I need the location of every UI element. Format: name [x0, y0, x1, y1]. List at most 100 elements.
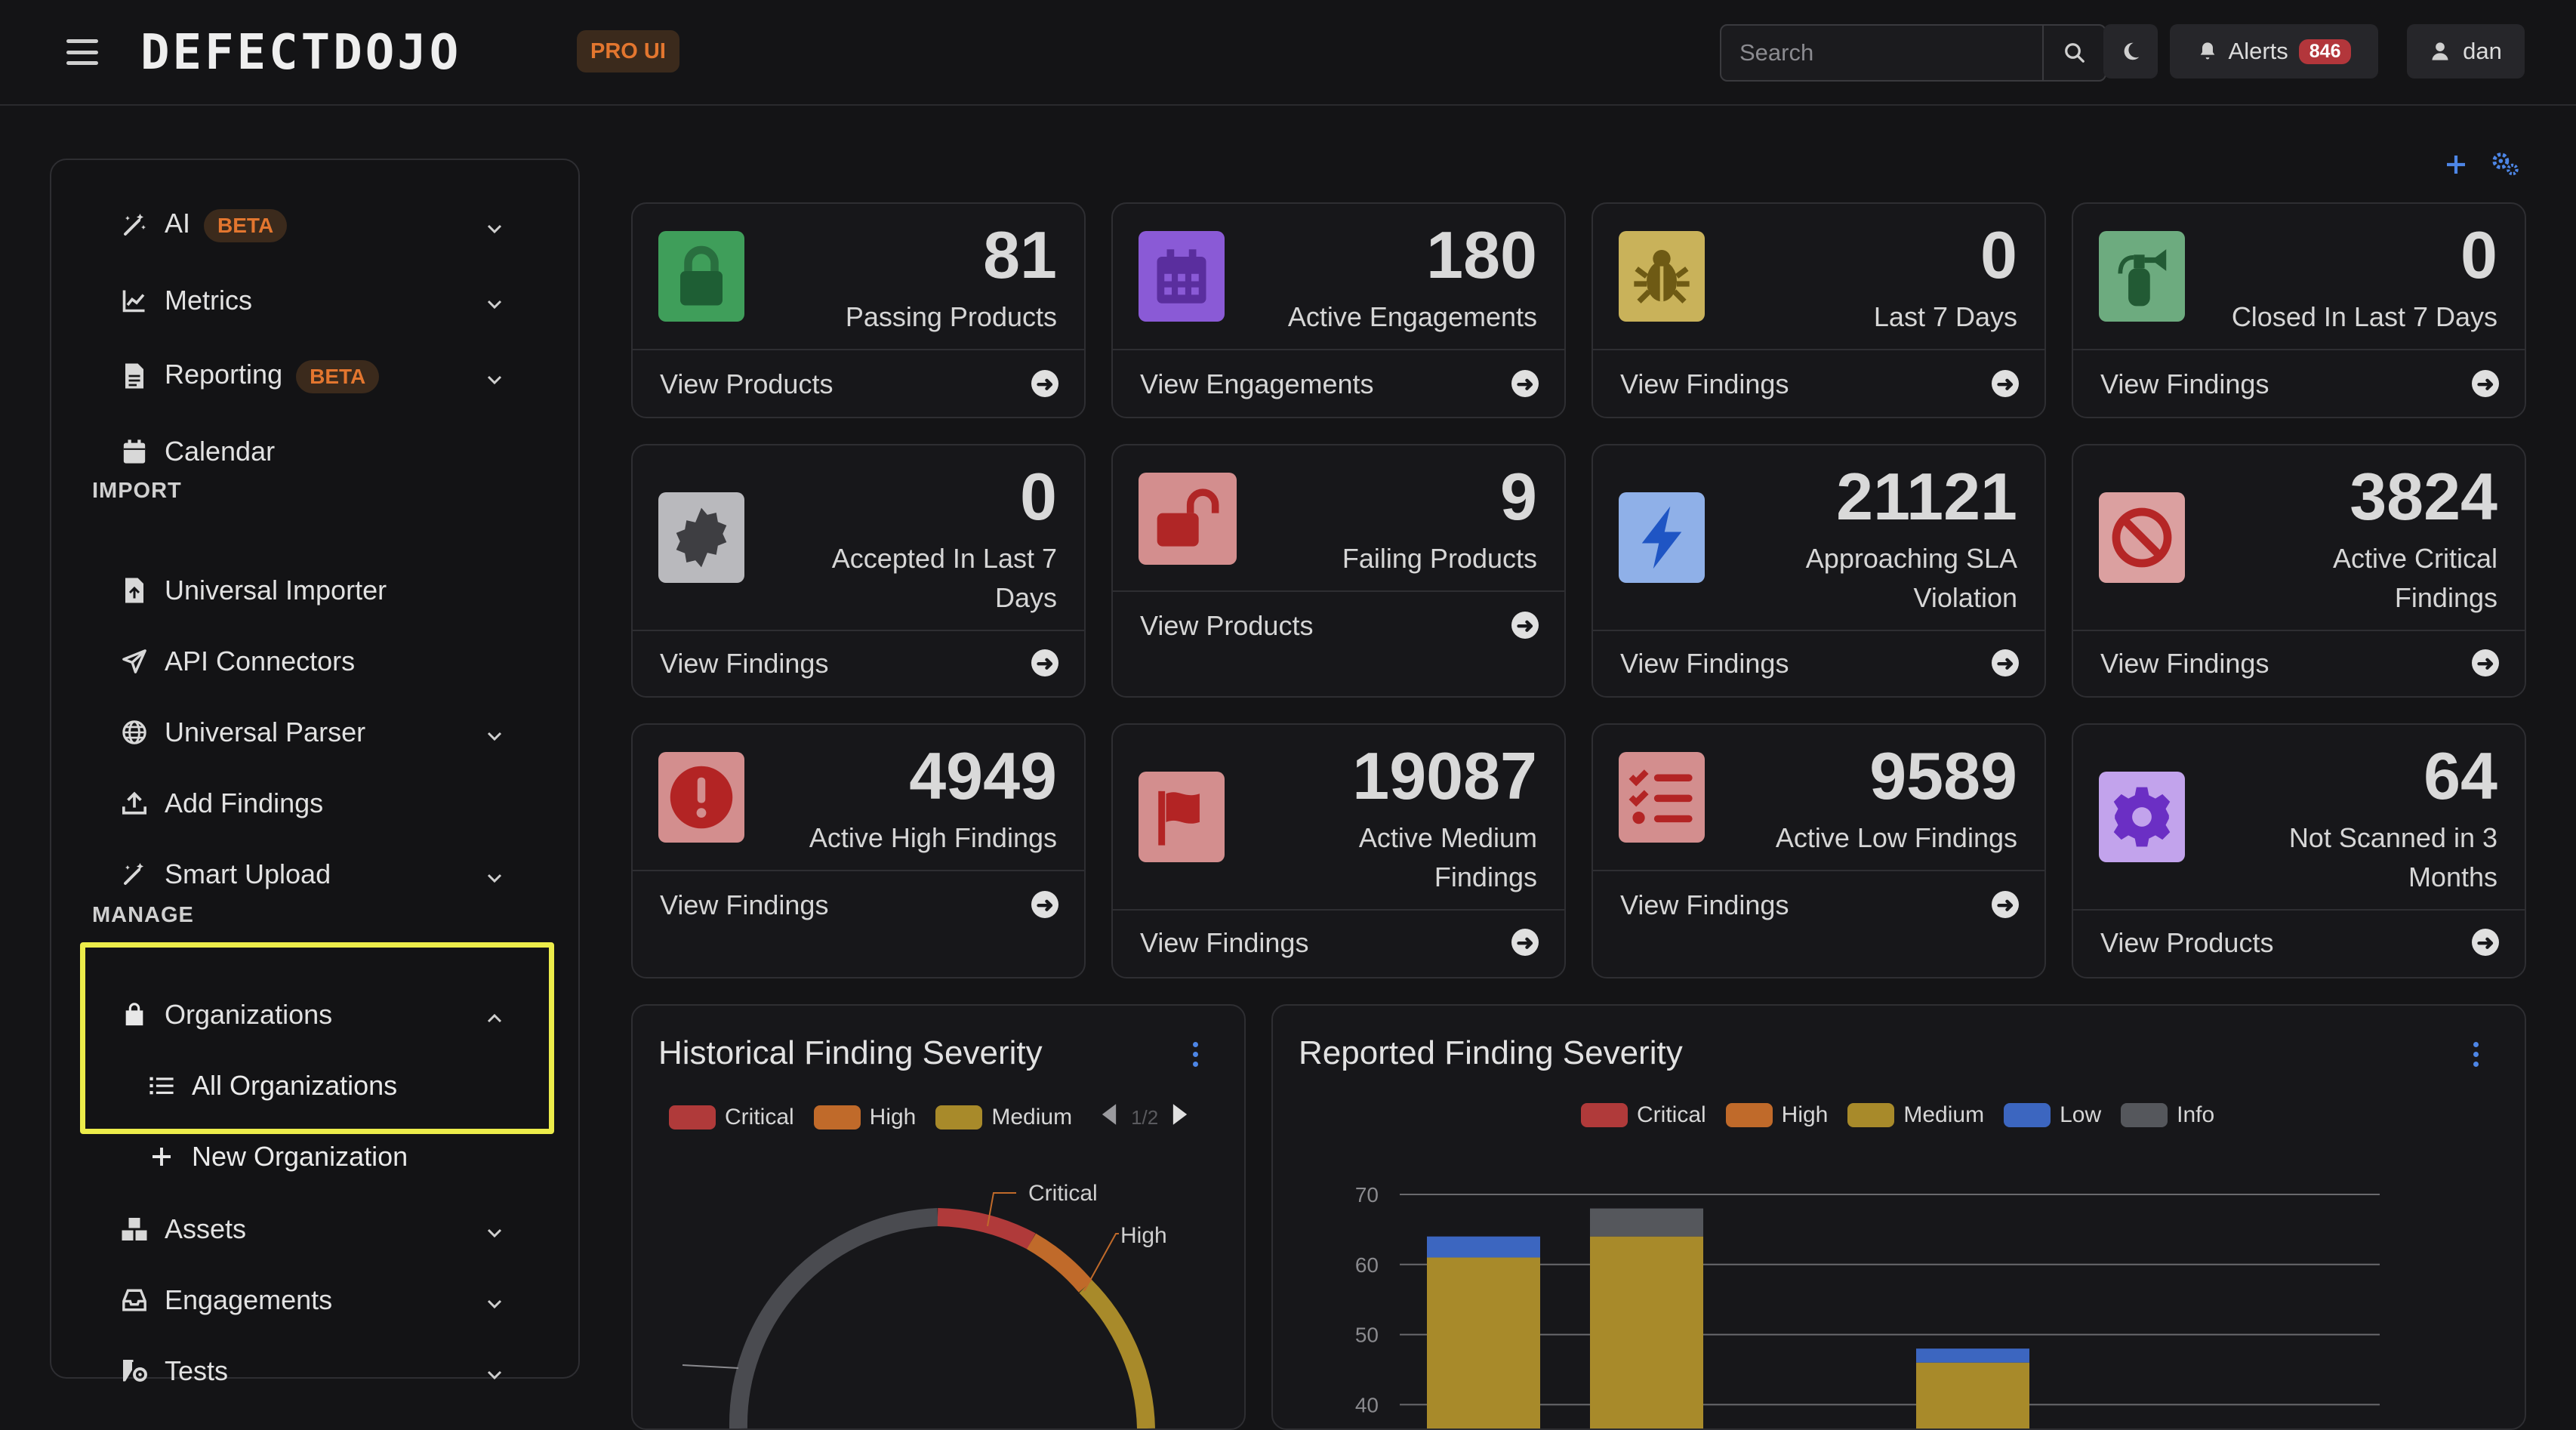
- legend-swatch: [2004, 1103, 2051, 1127]
- historical-severity-panel: Historical Finding Severity Critical Hig…: [631, 1004, 1246, 1430]
- arrow-right-icon[interactable]: ➜: [1031, 649, 1058, 676]
- sidebar-item-universal-parser[interactable]: Universal Parser: [51, 702, 578, 763]
- card-active-medium: 19087 Active Medium Findings View Findin…: [1111, 723, 1566, 979]
- top-navbar: DEFECTDOJO PRO UI Alerts 846 dan: [0, 0, 2576, 106]
- legend-item[interactable]: Critical: [669, 1105, 794, 1130]
- card-link[interactable]: View Products: [2100, 927, 2274, 958]
- arrow-right-icon[interactable]: ➜: [1031, 891, 1058, 918]
- hamburger-menu-icon[interactable]: [66, 39, 98, 65]
- beta-badge: BETA: [204, 208, 288, 242]
- arrow-right-icon[interactable]: ➜: [1992, 649, 2019, 676]
- legend-prev-icon[interactable]: [1099, 1102, 1119, 1133]
- arrow-right-icon[interactable]: ➜: [1992, 891, 2019, 918]
- bar-medium-3[interactable]: [1916, 1362, 2029, 1428]
- app-logo[interactable]: DEFECTDOJO: [140, 25, 462, 81]
- bar-low-3[interactable]: [1916, 1348, 2029, 1363]
- arrow-right-icon[interactable]: ➜: [2472, 370, 2499, 397]
- card-link[interactable]: View Findings: [2100, 648, 2269, 679]
- donut-segment-high[interactable]: [1026, 1233, 1093, 1293]
- sidebar-item-label: Smart Upload: [165, 858, 331, 889]
- sidebar-item-add-findings[interactable]: Add Findings: [51, 773, 578, 834]
- arrow-right-icon[interactable]: ➜: [2472, 649, 2499, 676]
- donut-segment-medium[interactable]: [1079, 1280, 1155, 1428]
- sidebar-item-ai[interactable]: AI BETA: [51, 195, 578, 255]
- calendar-icon: [1139, 231, 1225, 322]
- bar-medium-1[interactable]: [1590, 1236, 1703, 1428]
- bar-medium-0[interactable]: [1427, 1257, 1540, 1428]
- historical-legend: Critical High Medium 1/2: [669, 1102, 1190, 1133]
- card-link[interactable]: View Findings: [660, 648, 829, 679]
- card-approaching-sla: 21121 Approaching SLA Violation View Fin…: [1592, 444, 2046, 698]
- legend-next-icon[interactable]: [1170, 1102, 1190, 1133]
- card-link[interactable]: View Findings: [1620, 368, 1789, 399]
- sidebar-item-tests[interactable]: Tests: [51, 1341, 578, 1401]
- legend-item[interactable]: Info: [2121, 1102, 2214, 1128]
- certificate-icon: [658, 492, 744, 583]
- card-link[interactable]: View Findings: [2100, 368, 2269, 399]
- legend-label: High: [1781, 1102, 1829, 1127]
- sidebar-item-api-connectors[interactable]: API Connectors: [51, 631, 578, 692]
- arrow-right-icon[interactable]: ➜: [1511, 370, 1539, 397]
- sidebar-item-engagements[interactable]: Engagements: [51, 1270, 578, 1330]
- theme-toggle-button[interactable]: [2103, 24, 2158, 79]
- sidebar-item-reporting[interactable]: Reporting BETA: [51, 346, 578, 406]
- plus-icon: [146, 1142, 177, 1172]
- sidebar-item-label: Metrics: [165, 285, 252, 316]
- card-link[interactable]: View Findings: [1140, 927, 1309, 958]
- donut-segment-critical[interactable]: [937, 1208, 1036, 1250]
- legend-item[interactable]: Critical: [1581, 1102, 1706, 1128]
- legend-item[interactable]: High: [1725, 1102, 1829, 1128]
- sidebar-item-label: Universal Importer: [165, 575, 387, 606]
- moon-icon: [2124, 42, 2140, 60]
- card-link[interactable]: View Engagements: [1140, 368, 1374, 399]
- card-label: Active Low Findings: [1775, 822, 2017, 853]
- sidebar-item-organizations[interactable]: Organizations: [51, 985, 578, 1045]
- panel-title: Reported Finding Severity: [1299, 1034, 1683, 1071]
- card-value: 3824: [2350, 459, 2497, 534]
- card-link[interactable]: View Products: [660, 368, 834, 399]
- y-tick-label: 60: [1355, 1253, 1379, 1277]
- legend-swatch: [1581, 1103, 1628, 1127]
- card-link[interactable]: View Findings: [1620, 889, 1789, 920]
- kebab-menu-icon[interactable]: [2473, 1042, 2479, 1067]
- search-input[interactable]: [1721, 26, 2042, 80]
- alerts-button[interactable]: Alerts 846: [2170, 24, 2378, 79]
- card-link[interactable]: View Products: [1140, 610, 1314, 641]
- kebab-menu-icon[interactable]: [1193, 1042, 1199, 1067]
- configure-dashboard-button[interactable]: [2490, 149, 2520, 183]
- unlock-icon: [1139, 473, 1237, 565]
- arrow-right-icon[interactable]: ➜: [2472, 929, 2499, 956]
- add-widget-button[interactable]: [2445, 149, 2467, 183]
- sidebar-subitem-all-organizations[interactable]: All Organizations: [51, 1056, 578, 1116]
- sidebar-item-assets[interactable]: Assets: [51, 1199, 578, 1259]
- card-value: 4949: [909, 738, 1057, 813]
- user-menu-button[interactable]: dan: [2407, 24, 2525, 79]
- card-link[interactable]: View Findings: [1620, 648, 1789, 679]
- bar-info-1[interactable]: [1590, 1208, 1703, 1237]
- legend-item[interactable]: High: [813, 1105, 916, 1130]
- user-icon: [2432, 42, 2448, 60]
- legend-item[interactable]: Low: [2004, 1102, 2101, 1128]
- legend-label: Critical: [1637, 1102, 1706, 1127]
- legend-item[interactable]: Medium: [935, 1105, 1072, 1130]
- arrow-right-icon[interactable]: ➜: [1031, 370, 1058, 397]
- sidebar-item-calendar[interactable]: Calendar: [51, 421, 578, 482]
- sidebar-item-metrics[interactable]: Metrics: [51, 270, 578, 331]
- bar-low-0[interactable]: [1427, 1236, 1540, 1258]
- sidebar-item-universal-importer[interactable]: Universal Importer: [51, 560, 578, 621]
- arrow-right-icon[interactable]: ➜: [1511, 929, 1539, 956]
- bolt-icon: [1619, 492, 1705, 583]
- card-value: 9589: [1869, 738, 2017, 813]
- reported-legend: Critical High Medium Low Info: [1581, 1102, 2234, 1128]
- card-link[interactable]: View Findings: [660, 889, 829, 920]
- arrow-right-icon[interactable]: ➜: [1511, 612, 1539, 639]
- card-label: Approaching SLA Violation: [1805, 543, 2017, 613]
- search-button[interactable]: [2042, 26, 2105, 80]
- legend-item[interactable]: Medium: [1847, 1102, 1984, 1128]
- sidebar-subitem-new-organization[interactable]: New Organization: [51, 1126, 578, 1187]
- sidebar-item-smart-upload[interactable]: Smart Upload: [51, 844, 578, 905]
- card-value: 19087: [1352, 738, 1537, 813]
- arrow-right-icon[interactable]: ➜: [1992, 370, 2019, 397]
- legend-swatch: [1725, 1103, 1773, 1127]
- sidebar-item-label: Organizations: [165, 999, 333, 1030]
